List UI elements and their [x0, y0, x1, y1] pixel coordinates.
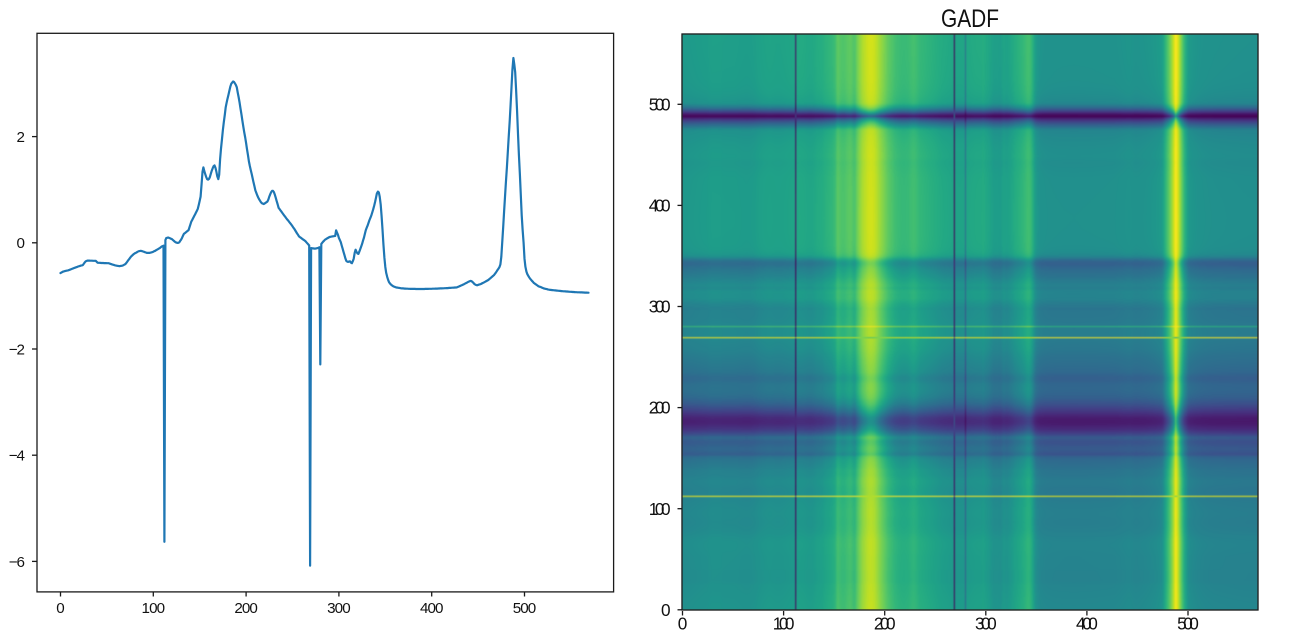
svg-text:500: 500 — [513, 600, 537, 617]
svg-text:400: 400 — [649, 196, 671, 216]
svg-text:100: 100 — [649, 499, 671, 519]
svg-text:200: 200 — [649, 398, 671, 418]
svg-text:500: 500 — [649, 94, 671, 114]
svg-text:300: 300 — [327, 600, 351, 617]
svg-text:100: 100 — [773, 614, 795, 634]
svg-text:500: 500 — [1177, 614, 1199, 634]
svg-text:0: 0 — [17, 235, 25, 252]
svg-text:0: 0 — [56, 600, 64, 617]
svg-text:−6: −6 — [9, 554, 25, 571]
svg-text:0: 0 — [661, 600, 671, 620]
svg-text:400: 400 — [420, 600, 444, 617]
svg-text:100: 100 — [142, 600, 166, 617]
svg-text:GADF: GADF — [941, 5, 999, 33]
svg-text:300: 300 — [649, 297, 671, 317]
svg-text:−2: −2 — [9, 341, 25, 358]
svg-text:0: 0 — [678, 614, 688, 634]
svg-text:200: 200 — [234, 600, 258, 617]
svg-text:2: 2 — [17, 129, 25, 146]
svg-text:400: 400 — [1076, 614, 1098, 634]
svg-text:−4: −4 — [9, 448, 25, 465]
svg-text:300: 300 — [975, 614, 997, 634]
svg-text:200: 200 — [874, 614, 896, 634]
